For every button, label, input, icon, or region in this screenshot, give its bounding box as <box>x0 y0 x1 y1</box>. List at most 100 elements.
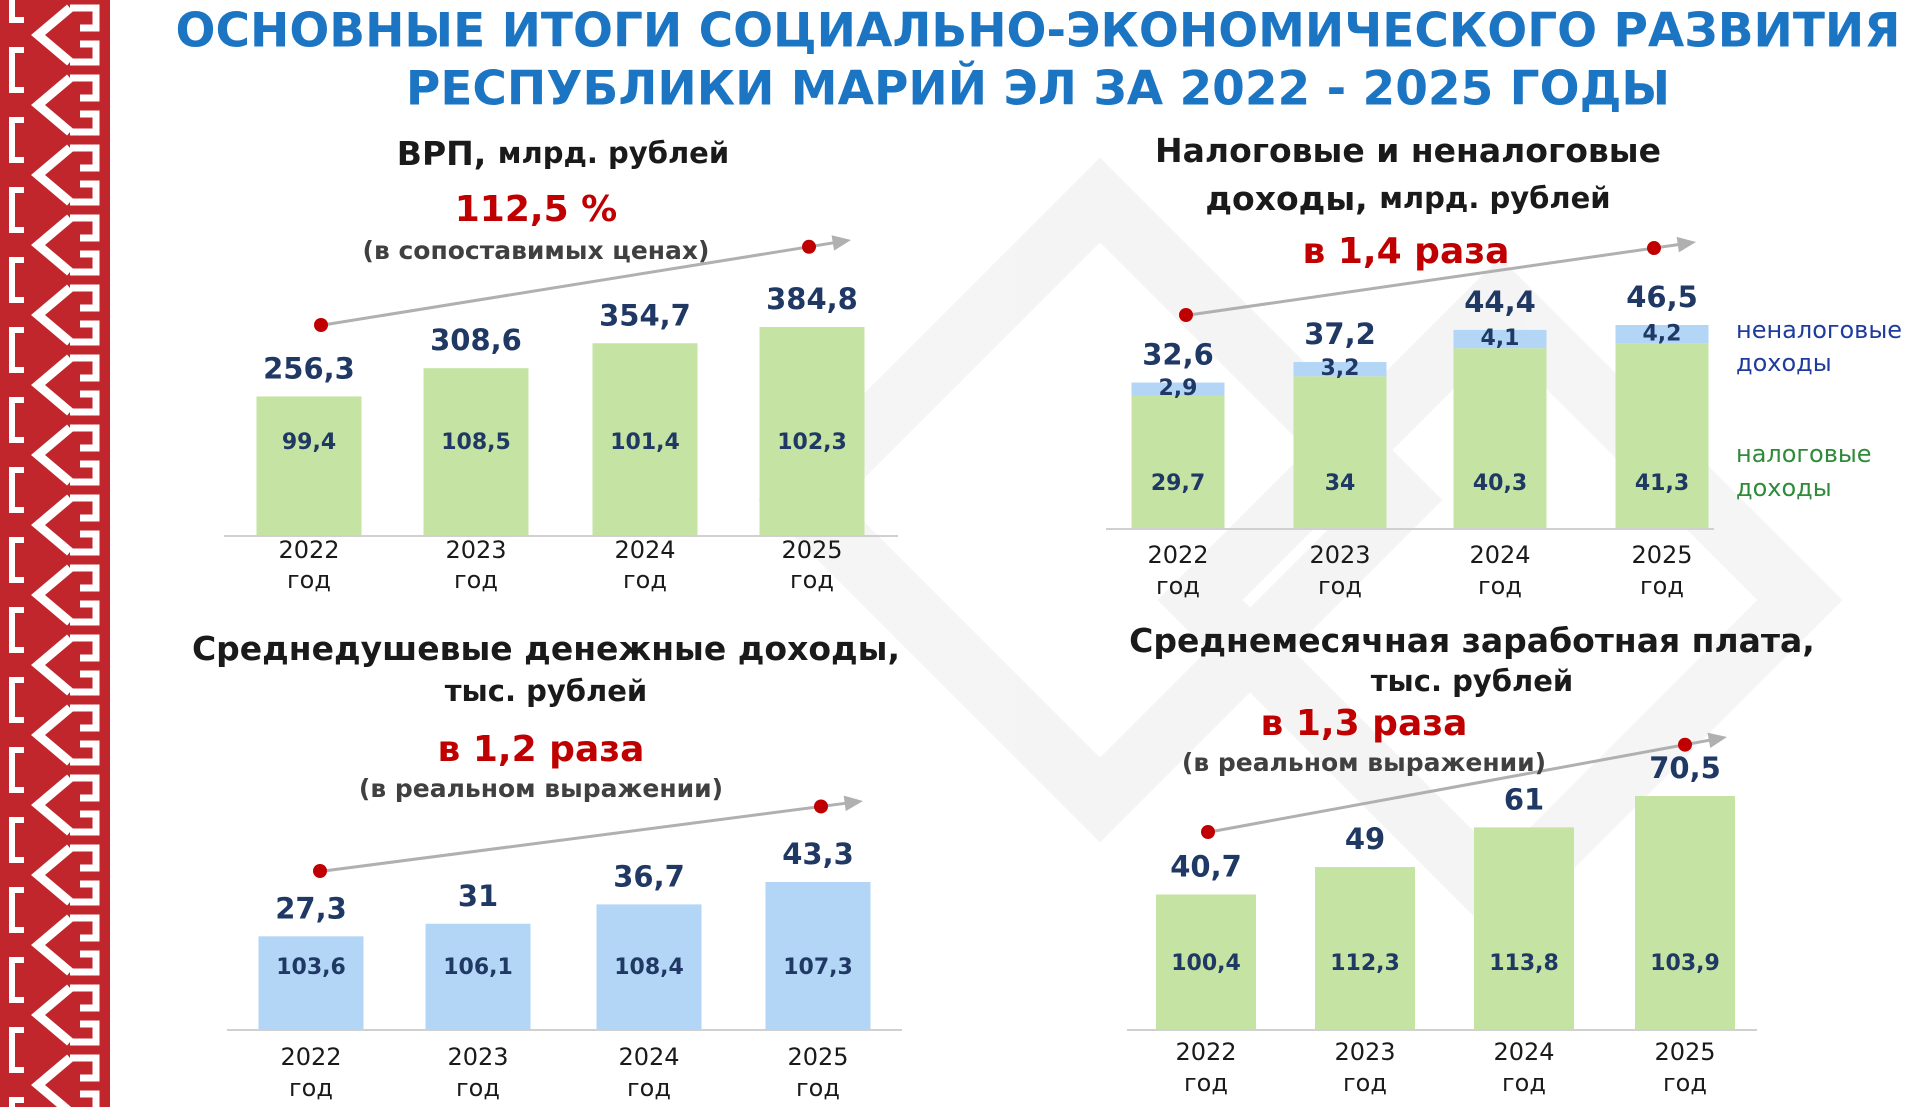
bar <box>765 882 871 1029</box>
x-tick-label: 2023 <box>447 1043 508 1071</box>
chart-title: Налоговые и неналоговые <box>1155 131 1661 170</box>
legend-entry: неналоговые доходы <box>1736 316 1902 377</box>
value-label: 256,3 <box>263 351 355 385</box>
bar-segment <box>1131 395 1225 528</box>
bar <box>592 343 698 535</box>
segment-label: 34 <box>1325 471 1356 496</box>
legend-text: доходы <box>1736 474 1832 502</box>
x-tick-label: 2024 <box>618 1043 679 1071</box>
value-label: 354,7 <box>599 298 691 332</box>
total-label: 37,2 <box>1304 317 1376 351</box>
bar <box>258 936 364 1029</box>
growth-label: 101,4 <box>610 430 680 455</box>
x-tick-label: 2024 <box>614 536 675 564</box>
x-tick-label: 2022 <box>1175 1038 1236 1066</box>
total-label: 44,4 <box>1464 285 1536 319</box>
chart-title-text: Среднемесячная заработная плата, <box>1129 621 1815 660</box>
annotation-note: (в реальном выражении) <box>359 774 723 803</box>
value-label: 49 <box>1345 822 1385 856</box>
x-tick-unit: год <box>1343 1069 1387 1097</box>
chart-title-text: Налоговые и неналоговые <box>1155 131 1661 170</box>
segment-label: 40,3 <box>1473 471 1527 496</box>
x-tick-label: 2023 <box>1309 541 1370 569</box>
annotation-note: (в сопоставимых ценах) <box>363 236 710 265</box>
x-tick-label: 2024 <box>1493 1038 1554 1066</box>
trend-arrow <box>1181 242 1685 318</box>
chart-unit: тыс. рублей <box>445 674 647 708</box>
value-label: 384,8 <box>766 282 858 316</box>
bar <box>256 396 362 535</box>
value-label: 61 <box>1504 782 1544 816</box>
x-tick-label: 2022 <box>278 536 339 564</box>
trend-arrow-head <box>843 795 863 812</box>
segment-label: 29,7 <box>1151 471 1205 496</box>
growth-label: 106,1 <box>443 955 513 980</box>
value-label: 43,3 <box>782 837 854 871</box>
bar-segment <box>1615 325 1709 344</box>
x-tick-label: 2023 <box>1334 1038 1395 1066</box>
legend-entry: налоговые доходы <box>1736 440 1872 502</box>
x-tick-label: 2022 <box>1147 541 1208 569</box>
x-tick-unit: год <box>454 566 498 594</box>
value-label: 27,3 <box>275 891 347 925</box>
trend-dot <box>1201 825 1215 839</box>
trend-dot <box>814 799 828 814</box>
chart-title-text: ВРП, <box>397 134 487 173</box>
bar <box>1156 894 1256 1029</box>
chart-title: доходы, млрд. рублей <box>1205 179 1610 218</box>
growth-annotation: в 1,2 раза <box>438 729 645 770</box>
trend-arrow <box>1203 737 1716 835</box>
bar <box>1315 867 1415 1029</box>
trend-arrow <box>315 801 852 874</box>
main-title: РЕСПУБЛИКИ МАРИЙ ЭЛ ЗА 2022 - 2025 ГОДЫ <box>406 62 1670 117</box>
bar <box>596 904 702 1029</box>
bar <box>1474 827 1574 1029</box>
trend-arrow <box>316 240 840 328</box>
trend-dot <box>1647 241 1661 256</box>
growth-label: 108,4 <box>614 955 684 980</box>
x-tick-unit: год <box>1184 1069 1228 1097</box>
segment-label: 3,2 <box>1321 356 1360 381</box>
growth-label: 102,3 <box>777 430 847 455</box>
growth-label: 113,8 <box>1489 951 1559 976</box>
x-tick-label: 2024 <box>1469 541 1530 569</box>
total-label: 46,5 <box>1626 280 1698 314</box>
bar-segment <box>1293 362 1387 377</box>
x-tick-unit: год <box>456 1074 500 1102</box>
trend-arrow-head <box>831 235 851 251</box>
x-tick-unit: год <box>1318 572 1362 600</box>
segment-label: 41,3 <box>1635 471 1689 496</box>
chart-title: Среднедушевые денежные доходы, <box>192 629 900 668</box>
trend-dot <box>1179 308 1193 322</box>
trend-dot <box>314 318 328 332</box>
growth-label: 103,6 <box>276 955 346 980</box>
chart-title: Среднемесячная заработная плата, <box>1129 621 1815 660</box>
growth-annotation: в 1,3 раза <box>1261 703 1468 744</box>
legend-text: доходы <box>1736 349 1832 377</box>
value-label: 40,7 <box>1170 849 1242 883</box>
x-tick-unit: год <box>287 566 331 594</box>
x-tick-unit: год <box>1640 572 1684 600</box>
growth-label: 112,3 <box>1330 951 1400 976</box>
bar-segment <box>1131 382 1225 396</box>
bar-segment <box>1453 329 1547 349</box>
x-tick-label: 2025 <box>787 1043 848 1071</box>
bar-segment <box>1615 343 1709 528</box>
total-label: 32,6 <box>1142 338 1214 372</box>
x-tick-unit: год <box>796 1074 840 1102</box>
x-tick-label: 2023 <box>445 536 506 564</box>
growth-label: 99,4 <box>282 430 336 455</box>
growth-annotation: 112,5 % <box>455 189 617 230</box>
x-tick-unit: год <box>790 566 834 594</box>
value-label: 31 <box>458 879 498 913</box>
x-tick-unit: год <box>1156 572 1200 600</box>
bar <box>759 327 865 535</box>
annotation-note: (в реальном выражении) <box>1182 748 1546 777</box>
segment-label: 4,1 <box>1481 326 1520 351</box>
growth-annotation: в 1,4 раза <box>1303 231 1510 272</box>
chart-title-text: Среднедушевые денежные доходы, <box>192 629 900 668</box>
bar <box>1635 796 1735 1029</box>
chart-title: ВРП, млрд. рублей <box>397 134 729 173</box>
legend-text: налоговые <box>1736 440 1872 468</box>
